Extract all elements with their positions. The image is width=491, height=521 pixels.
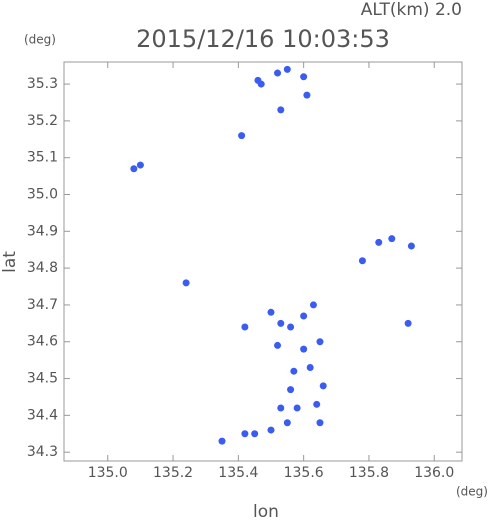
x-axis-label: lon	[253, 502, 279, 521]
y-tick-label: 34.9	[27, 223, 58, 239]
x-tick-label: 135.2	[153, 465, 193, 481]
x-unit: (deg)	[456, 485, 488, 499]
echo-point	[300, 312, 308, 320]
y-tick-label: 34.8	[27, 260, 58, 276]
echo-point	[300, 73, 308, 81]
echo-point	[303, 91, 311, 99]
echo-point	[136, 161, 144, 169]
y-tick-label: 35.2	[27, 113, 58, 129]
echo-point	[306, 364, 314, 372]
echo-point	[404, 319, 412, 327]
y-tick-label: 35.3	[27, 76, 58, 92]
echo-point	[238, 132, 246, 140]
echo-point	[287, 323, 295, 331]
echo-point	[241, 430, 249, 438]
y-axis-label: lat	[0, 251, 20, 273]
echo-point	[287, 386, 295, 394]
echo-point	[277, 319, 285, 327]
echo-point	[277, 106, 285, 114]
echo-point	[267, 308, 275, 316]
x-tick-label: 136.0	[414, 465, 454, 481]
echo-point	[375, 238, 383, 246]
echo-point	[274, 69, 282, 77]
echo-point	[267, 426, 275, 434]
x-tick-label: 135.8	[349, 465, 389, 481]
echo-point	[274, 341, 282, 349]
x-tick-label: 135.4	[218, 465, 258, 481]
y-tick-label: 34.4	[27, 407, 58, 423]
x-tick-label: 135.6	[284, 465, 324, 481]
y-tick-label: 34.3	[27, 444, 58, 460]
echo-point	[316, 338, 324, 346]
echo-point	[254, 76, 262, 84]
echo-point	[293, 404, 301, 412]
y-tick-label: 35.0	[27, 187, 58, 203]
echo-point	[290, 367, 298, 375]
echo-point	[218, 437, 226, 445]
echo-point	[309, 301, 317, 309]
echo-point	[251, 430, 259, 438]
echo-point	[130, 165, 138, 173]
echo-point	[316, 419, 324, 427]
y-tick-label: 34.5	[27, 371, 58, 387]
echo-point	[358, 257, 366, 265]
echo-point	[313, 400, 321, 408]
y-tick-label: 35.1	[27, 150, 58, 166]
chart-title: 2015/12/16 10:03:53	[136, 25, 390, 53]
altitude-label: ALT(km) 2.0	[361, 0, 462, 20]
echo-point	[300, 345, 308, 353]
y-tick-label: 34.6	[27, 334, 58, 350]
echo-point	[277, 404, 285, 412]
echo-point	[182, 279, 190, 287]
echo-point	[407, 242, 415, 250]
echo-point	[241, 323, 249, 331]
y-tick-label: 34.7	[27, 297, 58, 313]
x-tick-label: 135.0	[88, 465, 128, 481]
plot-frame	[63, 61, 463, 462]
echo-point	[283, 65, 291, 73]
echo-point	[283, 419, 291, 427]
echo-point	[388, 235, 396, 243]
y-unit: (deg)	[24, 33, 56, 47]
echo-point	[319, 382, 327, 390]
